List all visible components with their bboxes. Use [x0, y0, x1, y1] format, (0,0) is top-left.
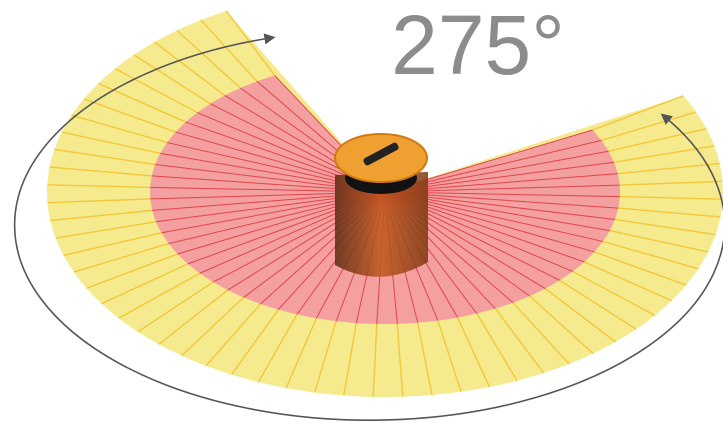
ray-outer: [544, 287, 616, 343]
angle-arc: [13, 33, 723, 421]
ray-outer: [512, 302, 570, 365]
ray-outer: [619, 180, 723, 186]
ray-outer: [50, 209, 153, 222]
ray-outer: [456, 317, 491, 388]
ray-outer: [257, 314, 298, 383]
ray-outer: [494, 308, 545, 374]
ray-outer: [584, 261, 672, 302]
ray-outer: [559, 279, 637, 330]
ray-outer: [71, 114, 168, 144]
ray-outer: [529, 295, 594, 355]
ray-outer: [285, 317, 317, 389]
ray-outer: [601, 111, 697, 142]
ray-outer: [314, 320, 337, 393]
ray-outer: [55, 221, 157, 239]
ray-outer: [437, 320, 462, 392]
ray-outer: [602, 240, 699, 270]
ray-outer: [618, 207, 721, 218]
ray-outer: [619, 195, 723, 200]
ray-outer: [200, 19, 258, 82]
ray-outer: [118, 272, 201, 319]
ray-outer: [73, 242, 169, 273]
ray-outer: [101, 263, 189, 305]
ray-outer: [572, 270, 656, 316]
ray-outer: [205, 303, 261, 367]
ray-outer: [158, 289, 229, 345]
ray-outer: [47, 184, 151, 189]
ray-outer: [617, 162, 720, 175]
ray-outer: [63, 232, 162, 257]
ray-outer: [417, 322, 433, 396]
ray-outer: [133, 54, 211, 105]
ray-outer: [613, 145, 715, 163]
ray-outer: [137, 281, 214, 333]
angle-label: 275°: [391, 0, 565, 92]
ray-outer: [114, 68, 198, 114]
scanner: [334, 133, 428, 277]
ray-outer: [396, 323, 404, 397]
ray-outer: [594, 251, 687, 286]
ray-outer: [230, 309, 279, 376]
ray-outer: [176, 29, 241, 89]
ray-outer: [476, 313, 518, 382]
ray-outer: [83, 98, 176, 133]
ray-outer: [181, 296, 245, 357]
ray-outer: [61, 131, 161, 155]
ray-outer: [614, 218, 716, 236]
ray-outer: [86, 253, 178, 289]
ray-outer: [49, 166, 152, 177]
ray-outer: [372, 323, 378, 397]
ray-outer: [608, 127, 707, 152]
scanner-slot: [363, 142, 399, 166]
ray-outer: [609, 229, 709, 253]
ray-outer: [47, 198, 151, 204]
ray-outer: [54, 148, 156, 166]
ray-outer: [154, 41, 226, 97]
ray-outer: [343, 322, 358, 396]
scanner-body: [335, 172, 428, 277]
